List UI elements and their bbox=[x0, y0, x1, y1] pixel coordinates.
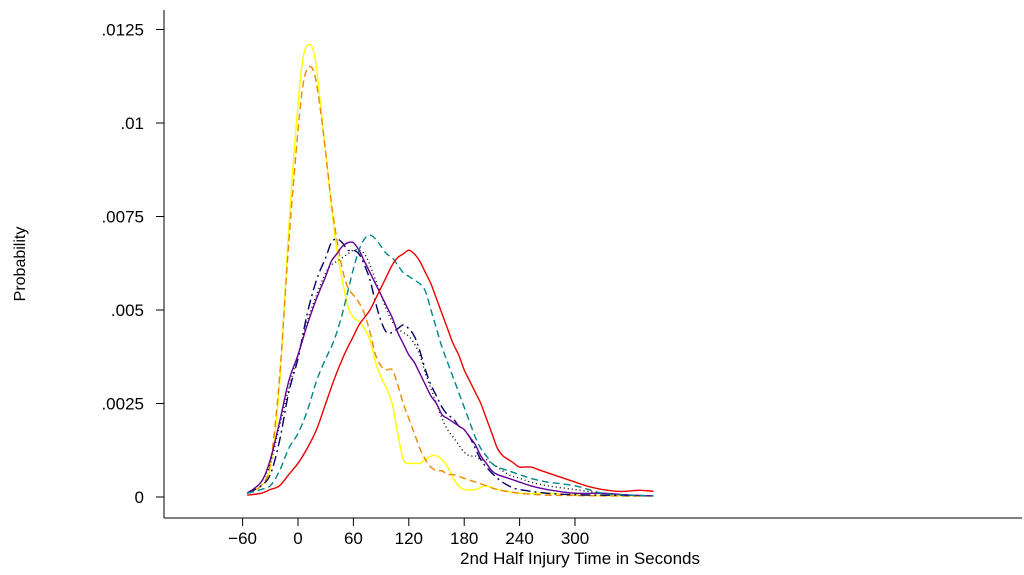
y-tick-label: .0075 bbox=[101, 208, 144, 227]
density-line-2 bbox=[246, 65, 654, 497]
x-tick-label: 180 bbox=[450, 529, 478, 548]
x-tick-label: 240 bbox=[505, 529, 533, 548]
x-axis-ticks: −60 0 60 120 180 240 300 bbox=[228, 518, 589, 548]
y-tick-label: .005 bbox=[111, 301, 144, 320]
density-line-3 bbox=[246, 238, 654, 497]
y-tick-label: .0125 bbox=[101, 21, 144, 40]
density-line-7 bbox=[247, 249, 654, 496]
y-tick-label: .01 bbox=[120, 114, 144, 133]
x-tick-label: 120 bbox=[395, 529, 423, 548]
y-axis-label: Probability bbox=[12, 227, 29, 302]
x-axis-label: 2nd Half Injury Time in Seconds bbox=[460, 549, 700, 568]
series-layer bbox=[246, 43, 654, 497]
x-tick-label: 300 bbox=[561, 529, 589, 548]
x-tick-label: 0 bbox=[293, 529, 302, 548]
density-line-6 bbox=[247, 234, 654, 497]
x-tick-label: −60 bbox=[228, 529, 257, 548]
x-tick-label: 60 bbox=[344, 529, 363, 548]
y-axis-ticks: 0 .0025 .005 .0075 .01 .0125 bbox=[101, 21, 164, 507]
y-tick-label: 0 bbox=[135, 488, 144, 507]
y-tick-label: .0025 bbox=[101, 395, 144, 414]
density-line-5 bbox=[246, 241, 654, 497]
density-line-4 bbox=[246, 248, 654, 497]
density-line-1 bbox=[246, 43, 654, 497]
